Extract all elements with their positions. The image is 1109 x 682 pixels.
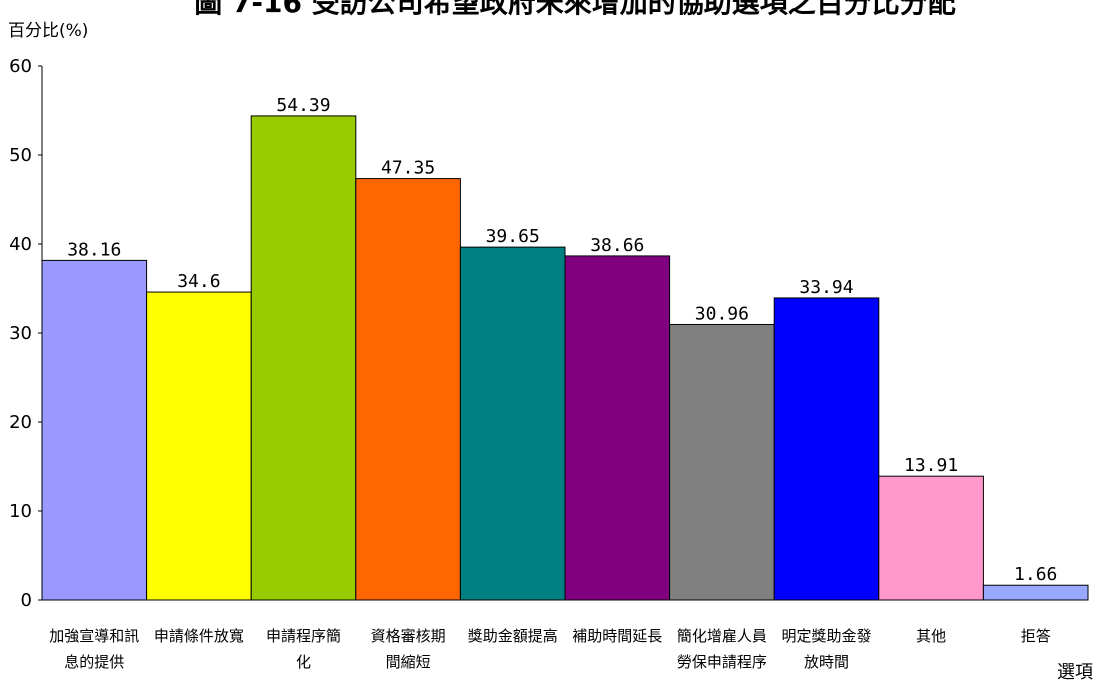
x-tick-label: 間縮短 <box>386 653 431 671</box>
chart-title: 圖 7-16 受訪公司希望政府未來增加的協助選項之百分比分配 <box>194 0 956 19</box>
data-label: 33.94 <box>799 277 853 298</box>
data-label: 38.66 <box>590 235 644 256</box>
y-tick-label: 0 <box>21 590 32 611</box>
bar <box>564 255 671 601</box>
data-label: 30.96 <box>695 303 749 324</box>
data-label: 54.39 <box>276 95 330 116</box>
y-tick-label: 10 <box>9 501 32 522</box>
y-tick-label: 50 <box>9 145 32 166</box>
data-label: 39.65 <box>486 226 540 247</box>
bar <box>41 259 148 601</box>
x-tick-label: 息的提供 <box>64 653 124 671</box>
x-tick-label: 簡化增雇人員 <box>677 627 767 645</box>
x-tick-label: 化 <box>296 653 311 671</box>
x-tick-label: 資格審核期 <box>371 627 446 645</box>
x-axis-label: 選項 <box>1057 662 1093 682</box>
bar <box>355 178 461 601</box>
data-label: 47.35 <box>381 158 435 179</box>
x-tick-label: 獎助金額提高 <box>468 627 558 645</box>
y-tick-label: 30 <box>9 323 32 344</box>
bar <box>250 115 357 601</box>
data-labels: 38.16 34.6 54.39 47.35 39.65 38.66 30.96 33.94 1… <box>67 95 1057 585</box>
x-tick-label: 拒答 <box>1021 627 1051 645</box>
x-tick-label: 其他 <box>916 627 946 645</box>
y-tick-label: 60 <box>9 56 32 77</box>
bar <box>982 584 1089 601</box>
bar <box>669 323 775 601</box>
bar <box>459 246 566 601</box>
x-tick-label: 加強宣導和訊 <box>49 627 139 645</box>
data-label: 1.66 <box>1014 564 1057 585</box>
x-tick-label: 明定獎助金發 <box>781 627 871 645</box>
data-label: 38.16 <box>67 239 121 260</box>
data-label: 34.6 <box>177 271 220 292</box>
bar <box>773 297 880 601</box>
bar <box>878 475 984 601</box>
x-tick-label: 申請條件放寬 <box>154 627 244 645</box>
x-tick-label: 申請程序簡 <box>266 627 341 645</box>
y-tick-label: 40 <box>9 234 32 255</box>
bar <box>146 291 252 601</box>
x-tick-label: 補助時間延長 <box>572 627 662 645</box>
y-tick-label: 20 <box>9 412 32 433</box>
data-label: 13.91 <box>904 455 958 476</box>
bars <box>41 115 1089 601</box>
y-axis-label: 百分比(%) <box>8 21 88 41</box>
x-tick-label: 勞保申請程序 <box>677 653 767 671</box>
x-tick-label: 放時間 <box>804 653 849 671</box>
